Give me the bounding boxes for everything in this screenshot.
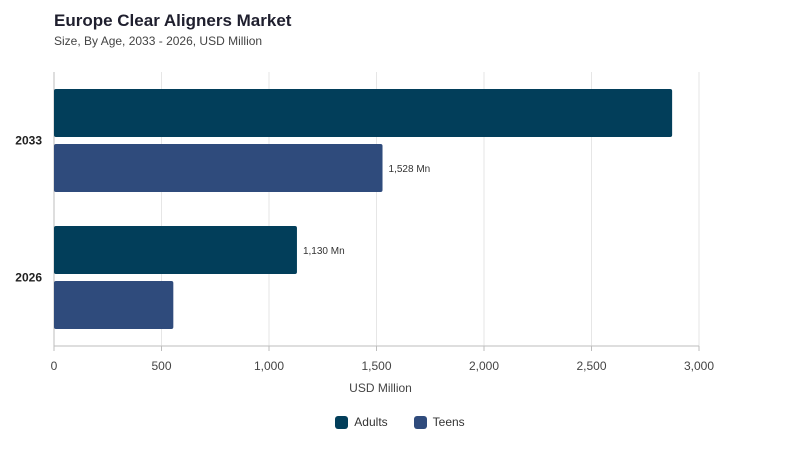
- bar-teens: [54, 281, 174, 329]
- y-category-label: 2033: [15, 134, 42, 148]
- chart-subtitle: Size, By Age, 2033 - 2026, USD Million: [54, 34, 263, 48]
- bar-adults: [54, 226, 297, 274]
- x-axis-label: USD Million: [349, 381, 412, 395]
- legend-label-adults: Adults: [354, 415, 388, 429]
- data-label: 1,130 Mn: [303, 246, 345, 257]
- x-tick-label: 2,500: [576, 359, 606, 373]
- legend: Adults Teens: [0, 415, 800, 429]
- x-tick-label: 1,500: [361, 359, 391, 373]
- legend-item-teens[interactable]: Teens: [413, 415, 465, 429]
- legend-label-teens: Teens: [432, 415, 465, 429]
- legend-swatch-teens: [413, 415, 427, 429]
- legend-item-adults[interactable]: Adults: [335, 415, 388, 429]
- legend-swatch-adults: [335, 415, 349, 429]
- x-tick-label: 2,000: [469, 359, 499, 373]
- x-tick-label: 1,000: [254, 359, 284, 373]
- bar-adults: [54, 89, 673, 137]
- x-tick-label: 3,000: [684, 359, 714, 373]
- y-category-label: 2026: [15, 271, 42, 285]
- x-tick-label: 0: [51, 359, 58, 373]
- data-label: 1,528 Mn: [389, 164, 431, 175]
- chart-title: Europe Clear Aligners Market: [54, 11, 292, 30]
- x-tick-label: 500: [151, 359, 171, 373]
- bar-teens: [54, 144, 383, 192]
